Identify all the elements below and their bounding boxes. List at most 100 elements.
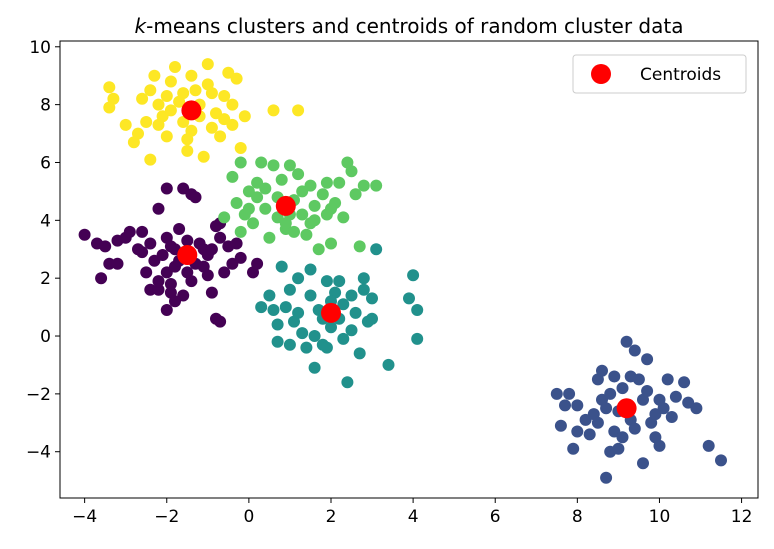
data-point-cluster-4-26: [218, 90, 231, 102]
data-point-cluster-4-8: [144, 153, 157, 166]
centroid-marker-0: [177, 245, 198, 265]
data-point-cluster-0-45: [156, 249, 169, 261]
data-point-cluster-2-5: [279, 301, 292, 314]
centroid-marker-1: [616, 398, 637, 419]
data-point-cluster-1-47: [600, 402, 613, 415]
legend-centroid-marker: [591, 64, 611, 84]
data-point-cluster-1-11: [596, 364, 608, 377]
data-point-cluster-1-13: [600, 471, 613, 484]
data-point-cluster-1-18: [616, 382, 629, 395]
data-point-cluster-0-3: [95, 272, 108, 285]
x-tick-label: −4: [72, 507, 97, 527]
data-point-cluster-0-30: [205, 286, 218, 299]
data-point-cluster-3-11: [267, 159, 280, 172]
data-point-cluster-3-6: [247, 217, 259, 230]
data-point-cluster-2-38: [345, 324, 358, 337]
data-point-cluster-4-6: [136, 92, 149, 105]
data-point-cluster-3-13: [275, 173, 288, 186]
data-point-cluster-4-2: [103, 101, 116, 114]
data-point-cluster-1-34: [690, 402, 703, 415]
data-point-cluster-0-19: [160, 304, 173, 316]
y-tick-label: 6: [40, 153, 51, 173]
centroid-marker-4: [181, 100, 202, 121]
legend-box: [572, 54, 747, 94]
data-point-cluster-1-23: [637, 457, 649, 470]
data-point-cluster-1-44: [616, 431, 629, 444]
data-point-cluster-4-29: [230, 72, 243, 85]
data-point-cluster-0-4: [103, 257, 116, 270]
data-point-cluster-0-10: [144, 237, 157, 250]
x-tick-label: 8: [572, 507, 583, 527]
data-point-cluster-3-32: [353, 240, 366, 253]
data-point-cluster-1-46: [653, 393, 666, 406]
data-point-cluster-0-40: [210, 312, 222, 325]
data-point-cluster-1-6: [571, 399, 584, 412]
data-point-cluster-4-0: [103, 81, 116, 94]
data-point-cluster-3-40: [251, 191, 264, 204]
data-point-cluster-0-22: [173, 223, 186, 235]
data-point-cluster-2-33: [411, 332, 424, 345]
data-point-cluster-1-36: [715, 454, 727, 467]
data-point-cluster-4-41: [164, 104, 177, 117]
data-point-cluster-2-3: [271, 318, 284, 331]
data-point-cluster-4-14: [169, 61, 181, 73]
data-point-cluster-4-37: [205, 121, 218, 134]
data-point-cluster-2-39: [271, 335, 284, 348]
data-point-cluster-2-24: [353, 347, 366, 360]
data-point-cluster-4-43: [144, 84, 157, 97]
data-point-cluster-1-32: [678, 376, 691, 389]
data-point-cluster-2-41: [333, 275, 346, 288]
data-point-cluster-2-25: [357, 272, 370, 285]
y-tick-label: −2: [26, 385, 51, 405]
data-point-cluster-4-25: [214, 130, 227, 143]
data-point-cluster-3-2: [230, 197, 243, 209]
data-point-cluster-2-37: [308, 330, 321, 342]
data-point-cluster-2-10: [300, 341, 313, 354]
data-point-cluster-1-35: [702, 439, 715, 452]
plot-frame: [59, 40, 759, 499]
data-point-cluster-4-38: [185, 124, 198, 137]
data-point-cluster-4-12: [160, 130, 173, 143]
centroid-marker-3: [275, 195, 296, 216]
data-point-cluster-3-47: [288, 225, 300, 238]
data-point-cluster-3-45: [325, 202, 337, 215]
data-point-cluster-1-21: [628, 344, 641, 357]
data-point-cluster-0-17: [164, 278, 177, 290]
centroid-marker-2: [321, 302, 341, 323]
chart-title-rest: -means clusters and centroids of random …: [146, 14, 683, 38]
data-point-cluster-2-8: [292, 272, 305, 285]
data-point-cluster-1-41: [628, 422, 641, 435]
data-point-cluster-4-19: [189, 84, 202, 97]
data-point-cluster-2-28: [370, 243, 383, 256]
points-layer: [78, 58, 727, 484]
data-point-cluster-2-22: [345, 289, 358, 302]
data-point-cluster-4-3: [119, 118, 132, 131]
data-point-cluster-3-25: [325, 237, 337, 250]
data-point-cluster-1-43: [591, 416, 604, 429]
data-point-cluster-2-1: [263, 289, 276, 302]
data-point-cluster-3-31: [349, 188, 362, 201]
data-point-cluster-4-21: [197, 150, 210, 163]
data-point-cluster-1-29: [661, 373, 674, 386]
data-point-cluster-3-0: [218, 211, 231, 224]
data-point-cluster-0-9: [136, 225, 149, 238]
data-point-cluster-1-0: [550, 387, 563, 400]
data-point-cluster-4-31: [238, 110, 251, 123]
x-tick-label: 4: [408, 507, 419, 527]
data-point-cluster-3-42: [279, 217, 292, 230]
data-point-cluster-3-1: [226, 170, 239, 183]
y-tick-label: 4: [40, 211, 51, 231]
data-point-cluster-0-0: [78, 228, 91, 241]
data-point-cluster-4-35: [177, 87, 190, 100]
data-point-cluster-4-45: [181, 144, 194, 157]
data-point-cluster-2-45: [357, 283, 370, 296]
data-point-cluster-0-11: [144, 283, 157, 296]
data-point-cluster-2-44: [283, 338, 296, 351]
data-point-cluster-2-43: [366, 312, 378, 325]
data-point-cluster-2-20: [337, 332, 350, 345]
data-point-cluster-2-27: [366, 292, 378, 305]
data-point-cluster-2-13: [308, 361, 321, 374]
x-tick-label: 2: [326, 507, 337, 527]
data-point-cluster-0-52: [197, 260, 210, 273]
data-point-cluster-2-21: [341, 376, 354, 389]
